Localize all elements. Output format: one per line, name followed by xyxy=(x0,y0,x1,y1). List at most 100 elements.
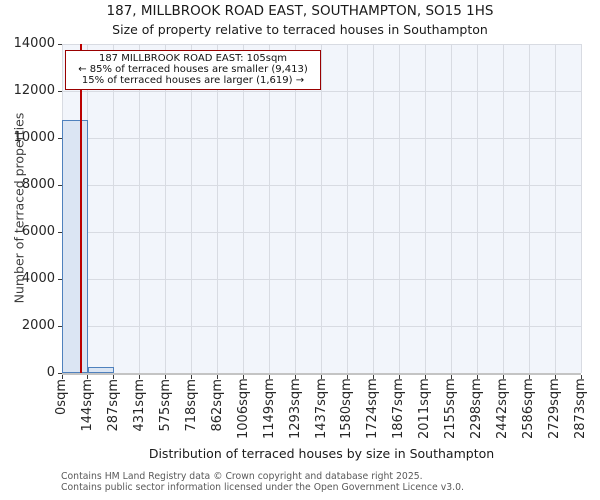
gridline-vertical xyxy=(113,44,115,373)
gridline-vertical xyxy=(191,44,193,373)
y-tick-mark xyxy=(58,184,62,186)
gridline-vertical xyxy=(476,44,478,373)
x-tick-mark xyxy=(165,375,167,379)
x-tick-mark xyxy=(321,375,322,379)
gridline-horizontal xyxy=(62,90,581,92)
gridline-vertical xyxy=(321,44,322,373)
annotation-line-2: ← 85% of terraced houses are smaller (9,… xyxy=(78,64,308,75)
y-tick-label: 10000 xyxy=(13,130,55,145)
x-tick-label: 2729sqm xyxy=(547,378,563,439)
x-tick-label: 2586sqm xyxy=(521,378,537,439)
x-tick-label: 1437sqm xyxy=(313,378,329,439)
x-tick-label: 287sqm xyxy=(105,379,121,432)
x-tick-mark xyxy=(191,375,193,379)
gridline-horizontal xyxy=(62,184,581,186)
x-tick-mark xyxy=(113,375,115,379)
gridline-vertical xyxy=(398,44,400,373)
gridline-vertical xyxy=(450,44,452,373)
x-tick-label: 2298sqm xyxy=(469,378,485,439)
x-tick-label: 2442sqm xyxy=(495,378,511,439)
chart-subtitle: Size of property relative to terraced ho… xyxy=(112,22,488,37)
gridline-vertical xyxy=(295,44,297,373)
x-tick-label: 1293sqm xyxy=(287,378,303,439)
x-tick-mark xyxy=(61,375,63,379)
x-tick-mark xyxy=(580,375,582,379)
x-tick-mark xyxy=(243,375,245,379)
x-tick-label: 1867sqm xyxy=(391,378,407,439)
x-tick-label: 1149sqm xyxy=(261,378,277,439)
gridline-vertical xyxy=(165,44,167,373)
x-tick-label: 2873sqm xyxy=(573,378,588,439)
x-axis-line xyxy=(62,373,581,375)
x-tick-mark xyxy=(87,375,89,379)
plot-area: 187 MILLBROOK ROAD EAST: 105sqm ← 85% of… xyxy=(61,43,582,374)
gridline-vertical xyxy=(580,44,582,373)
x-axis-title: Distribution of terraced houses by size … xyxy=(148,446,495,461)
annotation-box: 187 MILLBROOK ROAD EAST: 105sqm ← 85% of… xyxy=(65,50,321,90)
x-tick-label: 718sqm xyxy=(183,379,199,432)
x-tick-mark xyxy=(424,375,426,379)
gridline-vertical xyxy=(217,44,219,373)
y-tick-mark xyxy=(58,90,62,92)
x-tick-label: 1724sqm xyxy=(365,378,381,439)
histogram-bar xyxy=(62,119,88,373)
x-tick-mark xyxy=(450,375,452,379)
y-tick-mark xyxy=(58,325,62,327)
y-tick-mark xyxy=(58,137,62,139)
x-tick-mark xyxy=(398,375,400,379)
x-tick-mark xyxy=(269,375,271,379)
attribution-footer: Contains HM Land Registry data © Crown c… xyxy=(61,471,464,493)
gridline-horizontal xyxy=(62,231,581,233)
x-tick-mark xyxy=(528,375,530,379)
gridline-vertical xyxy=(87,44,89,373)
x-tick-label: 2011sqm xyxy=(417,378,433,439)
gridline-vertical xyxy=(502,44,504,373)
x-tick-mark xyxy=(554,375,556,379)
gridline-vertical xyxy=(554,44,556,373)
histogram-bar xyxy=(87,366,114,373)
gridline-vertical xyxy=(372,44,374,373)
y-tick-label: 14000 xyxy=(13,36,55,51)
x-tick-label: 144sqm xyxy=(79,379,95,432)
x-tick-label: 0sqm xyxy=(54,379,69,415)
x-tick-label: 862sqm xyxy=(209,379,225,432)
x-tick-label: 431sqm xyxy=(131,379,147,432)
gridline-horizontal xyxy=(62,137,581,139)
x-tick-label: 1006sqm xyxy=(235,378,251,439)
gridline-vertical xyxy=(528,44,530,373)
footer-line-2: Contains public sector information licen… xyxy=(61,481,464,493)
y-tick-label: 0 xyxy=(46,365,55,380)
footer-line-1: Contains HM Land Registry data © Crown c… xyxy=(61,471,423,482)
y-tick-label: 12000 xyxy=(13,83,55,98)
gridline-vertical xyxy=(269,44,271,373)
x-tick-mark xyxy=(372,375,374,379)
x-tick-label: 2155sqm xyxy=(443,378,459,439)
chart-title: 187, MILLBROOK ROAD EAST, SOUTHAMPTON, S… xyxy=(106,3,494,19)
y-tick-label: 4000 xyxy=(21,271,55,286)
y-tick-label: 2000 xyxy=(21,318,55,333)
y-tick-label: 6000 xyxy=(21,224,55,239)
x-tick-mark xyxy=(502,375,504,379)
y-tick-mark xyxy=(58,43,62,45)
y-tick-mark xyxy=(58,231,62,233)
property-size-marker-line xyxy=(80,44,82,373)
x-tick-mark xyxy=(217,375,219,379)
gridline-vertical xyxy=(243,44,245,373)
y-tick-mark xyxy=(58,278,62,280)
x-tick-mark xyxy=(295,375,297,379)
gridline-vertical xyxy=(346,44,348,373)
x-tick-mark xyxy=(139,375,141,379)
gridline-horizontal xyxy=(62,43,581,45)
gridline-horizontal xyxy=(62,325,581,327)
annotation-line-3: 15% of terraced houses are larger (1,619… xyxy=(81,75,305,86)
y-tick-label: 8000 xyxy=(21,177,55,192)
gridline-vertical xyxy=(424,44,426,373)
gridline-horizontal xyxy=(62,278,581,280)
x-tick-mark xyxy=(346,375,348,379)
y-tick-mark xyxy=(58,372,62,374)
x-tick-label: 575sqm xyxy=(157,379,173,432)
gridline-vertical xyxy=(139,44,141,373)
x-tick-label: 1580sqm xyxy=(339,378,355,439)
annotation-line-1: 187 MILLBROOK ROAD EAST: 105sqm xyxy=(98,53,288,64)
